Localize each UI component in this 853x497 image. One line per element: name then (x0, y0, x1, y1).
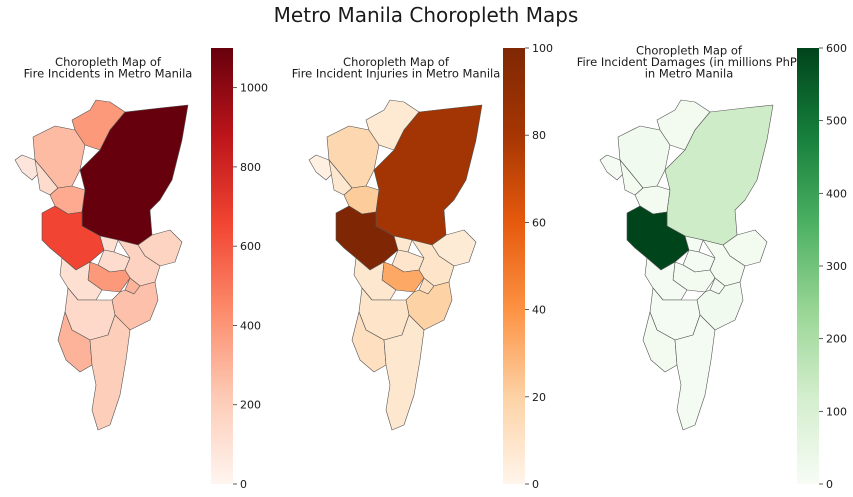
colorbar-tick-label: 800 (240, 161, 261, 174)
map-title-line: Fire Incident Injuries in Metro Manila (292, 67, 501, 81)
region-pasay (644, 257, 688, 301)
colorbar-tick-label: 600 (240, 240, 261, 253)
colorbar-tick-label: 400 (240, 319, 261, 332)
region-pasay (59, 257, 103, 301)
region-las-pinas (642, 311, 678, 373)
region-las-pinas (57, 311, 93, 373)
colorbar-tick-label: 100 (532, 42, 553, 55)
figure-title: Metro Manila Choropleth Maps (274, 3, 579, 27)
map-title-line: in Metro Manila (645, 67, 734, 81)
map-title-line: Fire Incidents in Metro Manila (24, 67, 193, 81)
colorbar (797, 48, 819, 484)
colorbar-tick-label: 0 (532, 478, 539, 491)
colorbar-tick-label: 80 (532, 129, 546, 142)
colorbar-tick-label: 100 (826, 405, 847, 418)
map-regions (14, 99, 189, 431)
colorbar-tick-label: 200 (240, 399, 261, 412)
colorbar-tick-label: 300 (826, 260, 847, 273)
colorbar-tick-label: 0 (240, 478, 247, 491)
colorbar-tick-label: 1000 (240, 82, 268, 95)
colorbar-tick-label: 40 (532, 304, 546, 317)
map-title-line: Fire Incident Damages (in millions PhP) (577, 55, 802, 69)
colorbar-tick-label: 0 (826, 478, 833, 491)
colorbar-tick-label: 200 (826, 333, 847, 346)
map-regions (308, 99, 483, 431)
region-muntinlupa (674, 314, 716, 431)
region-muntinlupa (89, 314, 131, 431)
region-pasay (353, 257, 397, 301)
region-las-pinas (351, 311, 387, 373)
map-title-line: Choropleth Map of (343, 55, 450, 69)
colorbar-tick-label: 20 (532, 391, 546, 404)
map-title-line: Choropleth Map of (636, 44, 743, 58)
colorbar-tick-label: 600 (826, 42, 847, 55)
colorbar-tick-label: 400 (826, 187, 847, 200)
region-muntinlupa (383, 314, 425, 431)
map-title-line: Choropleth Map of (55, 55, 162, 69)
colorbar (211, 48, 233, 484)
colorbar (503, 48, 525, 484)
colorbar-tick-label: 500 (826, 115, 847, 128)
colorbar-tick-label: 60 (532, 216, 546, 229)
map-regions (599, 99, 774, 431)
